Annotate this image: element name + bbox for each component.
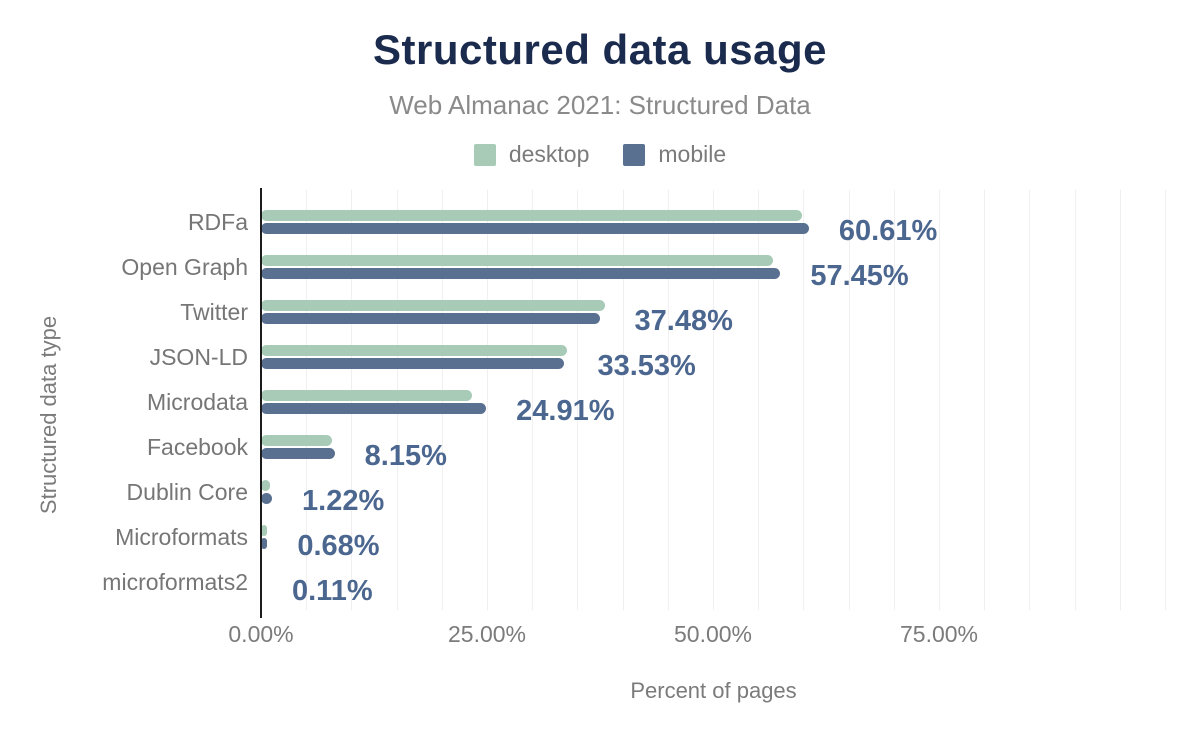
y-axis-line bbox=[260, 188, 262, 618]
chart-title: Structured data usage bbox=[373, 26, 827, 73]
gridline bbox=[713, 190, 714, 610]
gridline bbox=[1029, 190, 1031, 610]
category-label: JSON-LD bbox=[149, 343, 248, 370]
chart-subtitle: Web Almanac 2021: Structured Data bbox=[389, 90, 811, 120]
x-tick-label: 75.00% bbox=[899, 621, 979, 647]
bar-mobile-json-ld bbox=[261, 357, 565, 369]
bar-value-label: 0.68% bbox=[297, 530, 380, 562]
category-label: Microformats bbox=[115, 523, 248, 550]
x-tick-label: 25.00% bbox=[447, 621, 527, 647]
gridline bbox=[667, 190, 669, 610]
gridline bbox=[622, 190, 624, 610]
plot-area: 60.61% 57.45% 37.48% 33.53% 24.91% 8.15% 1.22%… bbox=[261, 190, 1166, 610]
category-label: Twitter bbox=[180, 298, 248, 325]
gridline bbox=[758, 190, 760, 610]
gridline bbox=[1119, 190, 1121, 610]
x-tick-label: 50.00% bbox=[673, 621, 753, 647]
gridline bbox=[1074, 190, 1076, 610]
gridline bbox=[939, 190, 940, 610]
legend-item-mobile: mobile bbox=[623, 141, 726, 168]
bar-value-label: 33.53% bbox=[597, 350, 696, 382]
bar-value-label: 8.15% bbox=[364, 440, 447, 472]
bar-mobile-rdfa bbox=[261, 222, 809, 234]
legend-label-mobile: mobile bbox=[658, 141, 727, 167]
x-axis-title: Percent of pages bbox=[630, 678, 797, 703]
bar-desktop-open-graph bbox=[261, 254, 773, 266]
x-tick-label: 0.00% bbox=[228, 621, 294, 647]
bar-desktop-facebook bbox=[261, 434, 333, 446]
bar-desktop-twitter bbox=[261, 299, 605, 311]
legend-label-desktop: desktop bbox=[508, 141, 590, 167]
bar-mobile-microdata bbox=[261, 402, 487, 414]
category-label: RDFa bbox=[187, 208, 248, 235]
x-axis-ticks: 0.00% 25.00% 50.00% 75.00% bbox=[228, 621, 1166, 651]
category-label: Open Graph bbox=[121, 253, 248, 280]
gridline bbox=[984, 190, 986, 610]
bar-value-label: 60.61% bbox=[838, 215, 938, 247]
legend-item-desktop: desktop bbox=[473, 141, 590, 168]
bar-desktop-rdfa bbox=[261, 209, 802, 221]
bar-desktop-microdata bbox=[261, 389, 472, 401]
legend: desktop mobile bbox=[0, 141, 1200, 168]
gridline bbox=[487, 190, 488, 610]
bar-value-label: 37.48% bbox=[634, 305, 733, 337]
bar-mobile-open-graph bbox=[261, 267, 781, 279]
gridline bbox=[532, 190, 534, 610]
bar-value-label: 1.22% bbox=[302, 485, 385, 517]
bar-value-label: 57.45% bbox=[810, 260, 909, 292]
category-label: Microdata bbox=[147, 388, 248, 415]
gridline bbox=[577, 190, 579, 610]
gridline bbox=[1165, 190, 1166, 610]
bar-value-label: 24.91% bbox=[516, 395, 615, 427]
bar-mobile-microformats bbox=[261, 537, 268, 549]
bar-value-label: 0.11% bbox=[291, 575, 373, 607]
category-label: Facebook bbox=[146, 433, 248, 460]
gridline bbox=[893, 190, 895, 610]
y-axis-title: Structured data type bbox=[36, 315, 61, 515]
category-label: microformats2 bbox=[102, 568, 248, 595]
gridline bbox=[803, 190, 805, 610]
bar-mobile-twitter bbox=[261, 312, 600, 324]
category-axis: RDFa Open Graph Twitter JSON-LD Microdata Fac… bbox=[0, 190, 248, 610]
bar-desktop-json-ld bbox=[261, 344, 568, 356]
desktop-swatch-icon bbox=[473, 143, 496, 166]
category-label: Dublin Core bbox=[126, 478, 248, 505]
bar-mobile-facebook bbox=[261, 447, 335, 459]
bar-mobile-dublin-core bbox=[261, 492, 273, 504]
gridline bbox=[848, 190, 850, 610]
bar-desktop-microformats bbox=[261, 524, 268, 536]
mobile-swatch-icon bbox=[623, 143, 646, 166]
bar-desktop-dublin-core bbox=[261, 479, 271, 491]
